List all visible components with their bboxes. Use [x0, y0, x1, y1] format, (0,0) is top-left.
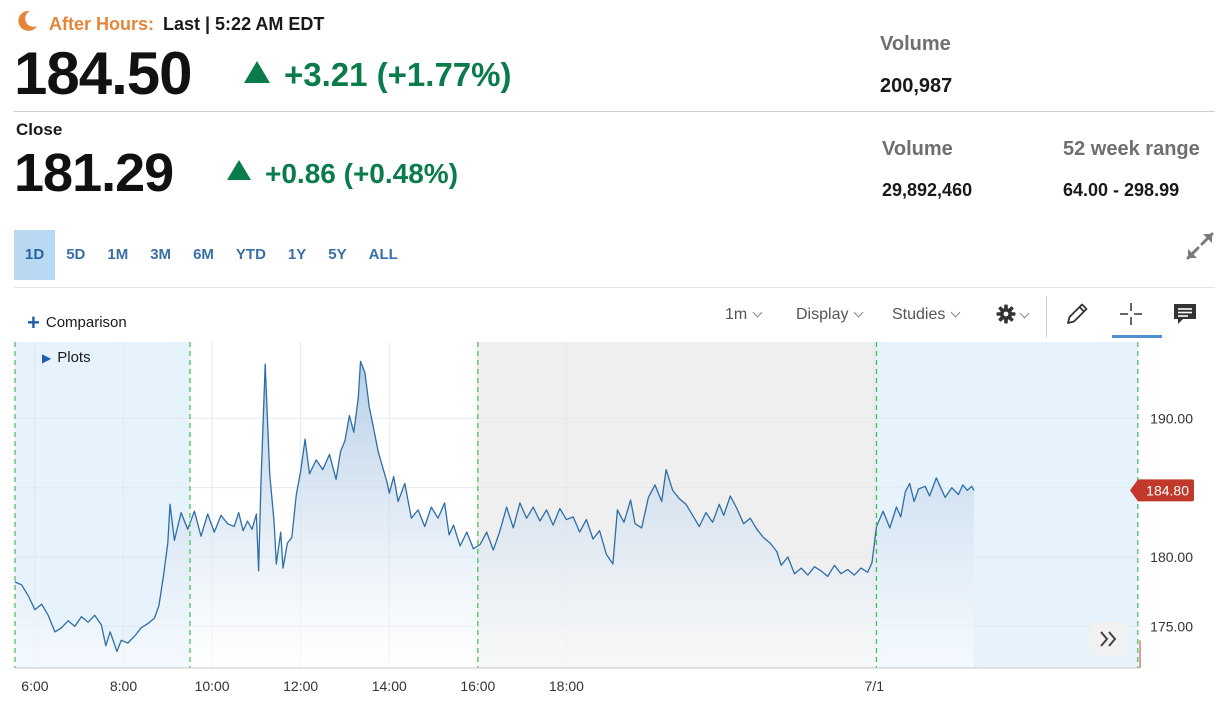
interval-select[interactable]: 1m [725, 306, 763, 324]
range-tab-5d[interactable]: 5D [66, 246, 86, 263]
display-menu[interactable]: Display [796, 306, 864, 324]
current-price-flag [1130, 479, 1194, 502]
after-hours-price: 184.50 [14, 40, 193, 107]
price-line [14, 360, 975, 653]
x-tick-label: 18:00 [549, 678, 584, 694]
plots-toggle[interactable]: ▶ Plots [42, 349, 91, 366]
after-hours-volume-label: Volume [880, 33, 951, 55]
price-area [15, 361, 974, 668]
range-tab-5y[interactable]: 5Y [328, 246, 347, 263]
comparison-button[interactable]: + Comparison [27, 310, 127, 336]
studies-label: Studies [892, 306, 946, 323]
close-label: Close [16, 120, 63, 139]
range-tab-1d[interactable]: 1D [14, 230, 56, 280]
pencil-icon[interactable] [1063, 300, 1091, 328]
triangle-right-icon: ▶ [42, 351, 52, 365]
x-tick-label: 16:00 [460, 678, 495, 694]
y-tick-label: 180.00 [1150, 549, 1193, 565]
double-chevron-right-icon [1100, 631, 1117, 647]
close-price: 181.29 [14, 143, 174, 203]
chevron-down-icon [950, 307, 961, 318]
interval-label: 1m [725, 306, 748, 323]
range-tabs: 1D 5D 1M 3M 6M YTD 1Y 5Y ALL [14, 230, 409, 280]
close-change-value: +0.86 (+0.48%) [265, 158, 459, 189]
after-hours-volume-value: 200,987 [880, 75, 953, 97]
settings-menu[interactable] [995, 303, 1030, 325]
x-tick-label: 10:00 [195, 678, 230, 694]
y-tick-label: 175.00 [1150, 618, 1193, 634]
expand-icon[interactable] [1184, 230, 1216, 262]
range-tab-1y[interactable]: 1Y [287, 246, 307, 263]
header-divider [14, 111, 1215, 112]
chevron-down-icon [854, 307, 864, 318]
comment-icon[interactable] [1171, 300, 1199, 328]
scroll-to-latest-button[interactable] [1090, 622, 1128, 656]
active-tool-indicator [1112, 335, 1162, 338]
gear-icon [996, 304, 1016, 324]
after-hours-change-value: +3.21 (+1.77%) [284, 56, 512, 93]
x-tick-label: 14:00 [372, 678, 407, 694]
current-price-label: 184.80 [1146, 482, 1189, 498]
y-tick-label: 190.00 [1150, 410, 1193, 426]
price-chart[interactable]: 6:00 8:00 10:00 12:00 14:00 16:00 18:00 7/1 190.… [0, 340, 1221, 702]
last-update-time: Last | 5:22 AM EDT [163, 14, 325, 34]
up-arrow-icon [227, 160, 251, 180]
display-label: Display [796, 306, 849, 323]
tabs-divider [14, 287, 1215, 288]
range-tab-ytd[interactable]: YTD [235, 246, 266, 263]
after-hours-change: +3.21 (+1.77%) [244, 55, 512, 95]
studies-menu[interactable]: Studies [892, 306, 961, 324]
crosshair-icon[interactable] [1117, 300, 1145, 328]
range-tab-1m[interactable]: 1M [107, 246, 129, 263]
week52-value: 64.00 - 298.99 [1063, 180, 1180, 200]
chevron-down-icon [752, 307, 763, 318]
x-tick-label: 7/1 [865, 678, 885, 694]
volume-value: 29,892,460 [882, 180, 973, 200]
range-tab-6m[interactable]: 6M [193, 246, 214, 263]
close-change: +0.86 (+0.48%) [227, 156, 458, 192]
x-tick-label: 8:00 [110, 678, 137, 694]
plus-icon: + [27, 310, 40, 335]
chevron-down-icon [1019, 308, 1030, 319]
range-tab-3m[interactable]: 3M [150, 246, 172, 263]
toolbar-separator [1046, 296, 1047, 338]
up-arrow-icon [244, 61, 270, 83]
comparison-label: Comparison [45, 314, 127, 331]
after-hours-label: After Hours: [49, 14, 155, 34]
volume-label: Volume [882, 138, 953, 160]
x-tick-label: 6:00 [21, 678, 48, 694]
week52-label: 52 week range [1063, 138, 1200, 160]
moon-icon [18, 10, 37, 31]
x-tick-label: 12:00 [283, 678, 318, 694]
range-tab-all[interactable]: ALL [368, 246, 398, 263]
plots-label: Plots [57, 349, 91, 366]
